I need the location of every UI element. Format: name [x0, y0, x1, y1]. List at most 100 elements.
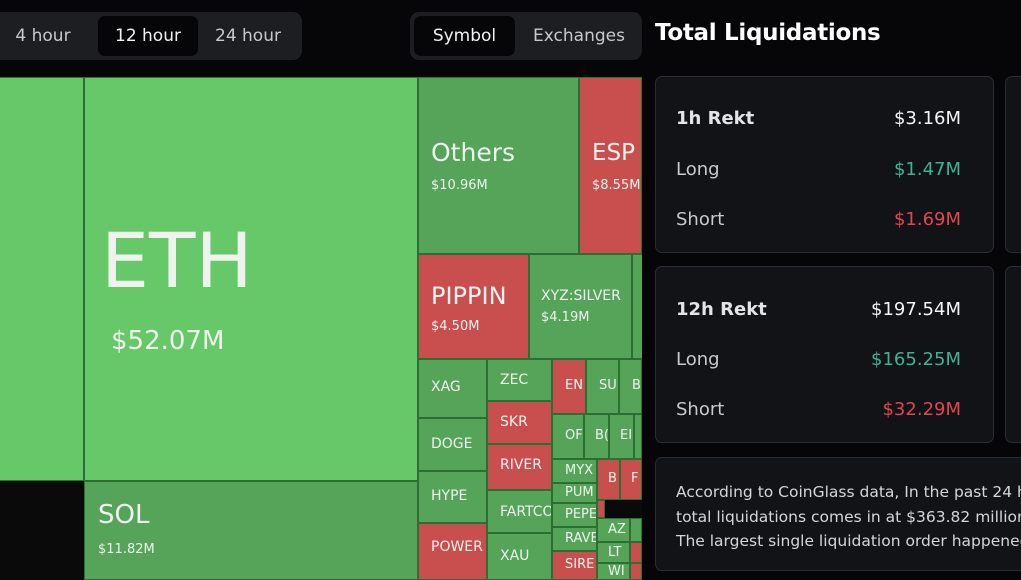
exchanges-tab[interactable]: Exchanges: [533, 26, 625, 46]
tile-symbol: SOL: [98, 500, 150, 530]
tile-symbol: SU: [599, 378, 617, 393]
tile-value: $11.82M: [98, 542, 155, 557]
treemap-tile[interactable]: [0, 77, 84, 481]
tile-symbol: PEPE: [565, 507, 597, 522]
card-total: $3.16M: [893, 107, 961, 129]
treemap-tile[interactable]: MYX: [552, 459, 597, 483]
treemap-tile[interactable]: XYZ:SILVER $4.19M: [529, 254, 632, 359]
treemap-tile[interactable]: HYPE: [418, 471, 487, 523]
treemap-tile[interactable]: EI: [609, 414, 634, 459]
tile-symbol: B: [608, 471, 617, 486]
tile-symbol: B: [632, 378, 641, 393]
treemap-tile[interactable]: SKR: [487, 401, 552, 444]
tile-value: $52.07M: [111, 326, 225, 356]
treemap-tile[interactable]: WI: [597, 563, 630, 580]
summary-line: According to CoinGlass data, In the past…: [676, 483, 1021, 501]
treemap-tile[interactable]: OF: [552, 414, 584, 459]
time-4h-tab[interactable]: 4 hour: [15, 26, 71, 46]
tile-symbol: WI: [608, 564, 625, 579]
treemap-tile[interactable]: PEPE: [552, 503, 597, 527]
treemap-tile[interactable]: SU: [586, 359, 619, 414]
treemap-tile[interactable]: [632, 254, 642, 359]
tile-symbol: PUM: [565, 485, 594, 500]
tile-symbol: POWER: [431, 539, 483, 555]
tile-value: $8.55M: [592, 178, 641, 193]
treemap-tile[interactable]: RAVE: [552, 527, 597, 551]
tile-symbol: FARTCO: [500, 504, 552, 520]
time-filter: 4 hour 12 hour 24 hour: [0, 12, 302, 60]
treemap-tile[interactable]: XAG: [418, 359, 487, 418]
treemap-tile[interactable]: POWER: [418, 523, 487, 580]
tile-symbol: MYX: [565, 463, 594, 478]
tile-symbol: ETH: [101, 216, 253, 305]
time-24h-tab[interactable]: 24 hour: [215, 26, 281, 46]
tile-symbol: SKR: [500, 414, 528, 430]
stat-card-partial: [1005, 76, 1021, 253]
stat-card-1h: 1h Rekt $3.16M Long $1.47M Short $1.69M: [655, 76, 994, 253]
treemap-tile[interactable]: XAU: [487, 533, 552, 580]
stat-card-12h: 12h Rekt $197.54M Long $165.25M Short $3…: [655, 266, 994, 443]
tile-symbol: Others: [431, 138, 516, 167]
summary-line: The largest single liquidation order hap…: [676, 532, 1021, 550]
treemap-tile[interactable]: B: [597, 459, 620, 500]
treemap-tile[interactable]: AZ: [597, 518, 630, 542]
treemap-tile[interactable]: Others $10.96M: [418, 77, 579, 254]
treemap-tile[interactable]: [634, 414, 642, 459]
short-value: $1.69M: [893, 208, 961, 230]
tile-symbol: RAVE: [565, 531, 597, 546]
panel-title: Total Liquidations: [655, 20, 881, 46]
treemap-tile[interactable]: F: [620, 459, 642, 500]
tile-value: $4.19M: [541, 310, 590, 325]
tile-symbol: F: [631, 471, 639, 486]
tile-symbol: EI: [620, 428, 633, 443]
treemap-tile[interactable]: ZEC: [487, 359, 552, 401]
short-value: $32.29M: [882, 398, 961, 420]
tile-symbol: XAU: [500, 548, 530, 564]
treemap-tile[interactable]: ETH $52.07M: [84, 77, 418, 481]
treemap-tile[interactable]: SOL $11.82M: [84, 481, 418, 580]
treemap-tile[interactable]: B: [619, 359, 642, 414]
treemap-tile[interactable]: DOGE: [418, 418, 487, 471]
long-value: $165.25M: [871, 348, 961, 370]
treemap-tile[interactable]: RIVER: [487, 444, 552, 490]
card-title: 12h Rekt: [676, 298, 767, 320]
tile-value: $4.50M: [431, 319, 480, 334]
card-title: 1h Rekt: [676, 107, 755, 129]
tile-value: $10.96M: [431, 178, 488, 193]
tile-symbol: B(: [595, 428, 609, 443]
stat-card-partial: [1005, 266, 1021, 443]
treemap-tile[interactable]: FARTCO: [487, 490, 552, 533]
treemap-tile[interactable]: ESP $8.55M: [579, 77, 642, 254]
treemap-tile[interactable]: [630, 563, 642, 580]
tile-symbol: ZEC: [500, 372, 529, 388]
treemap-tile[interactable]: [597, 500, 605, 518]
tile-symbol: AZ: [608, 522, 626, 537]
tile-symbol: DOGE: [431, 436, 473, 452]
long-label: Long: [676, 158, 720, 180]
tile-symbol: ESP: [592, 140, 636, 166]
symbol-tab[interactable]: Symbol: [414, 16, 515, 56]
treemap-tile[interactable]: [630, 542, 642, 563]
liquidation-treemap: ETH $52.07M SOL $11.82M Others $10.96M ESP $8.5…: [0, 77, 642, 580]
tile-symbol: XYZ:SILVER: [541, 288, 621, 304]
short-label: Short: [676, 208, 725, 230]
tile-symbol: LT: [608, 545, 622, 560]
short-label: Short: [676, 398, 725, 420]
tile-symbol: RIVER: [500, 457, 543, 473]
treemap-tile[interactable]: [630, 518, 642, 542]
summary-line: total liquidations comes in at $363.82 m…: [676, 507, 1021, 526]
liquidation-summary: According to CoinGlass data, In the past…: [655, 457, 1021, 571]
long-label: Long: [676, 348, 720, 370]
tile-symbol: XAG: [431, 379, 461, 395]
tile-symbol: SIRE: [565, 557, 595, 572]
treemap-tile[interactable]: SIRE: [552, 551, 597, 580]
treemap-tile[interactable]: PUM: [552, 483, 597, 503]
treemap-tile[interactable]: LT: [597, 542, 630, 563]
tile-symbol: HYPE: [431, 488, 468, 504]
view-toggle: Symbol Exchanges: [410, 12, 642, 60]
tile-symbol: PIPPIN: [431, 282, 507, 310]
time-12h-tab[interactable]: 12 hour: [98, 16, 198, 56]
treemap-tile[interactable]: PIPPIN $4.50M: [418, 254, 529, 359]
treemap-tile[interactable]: EN: [552, 359, 586, 414]
treemap-tile[interactable]: B(: [584, 414, 609, 459]
